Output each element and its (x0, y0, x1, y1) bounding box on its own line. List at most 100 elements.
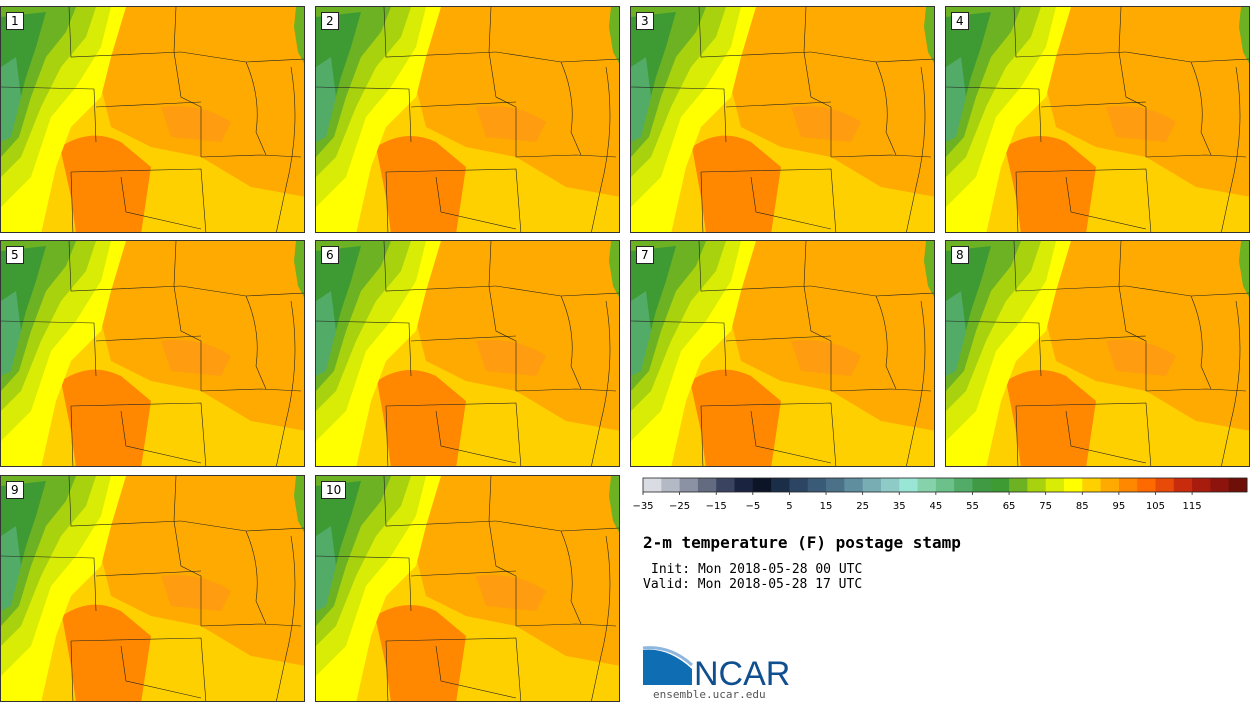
hot-core-region-2 (476, 340, 546, 376)
lake-green (1239, 7, 1249, 64)
colorbar-swatch (1045, 478, 1065, 492)
ensemble-member-panel: 5 (0, 240, 305, 467)
colorbar-tick-label: 105 (1146, 501, 1165, 512)
hot-core-region (376, 136, 466, 232)
colorbar-swatch (679, 478, 699, 492)
ensemble-member-panel: 9 (0, 475, 305, 702)
orange-region (416, 241, 619, 431)
mountain-teal (316, 291, 336, 376)
hot-core-region-2 (476, 575, 546, 611)
lake-green (294, 241, 304, 298)
colorbar-swatch (771, 478, 790, 492)
colorbar-tick-label: 75 (1039, 501, 1052, 512)
state-borders (1, 241, 304, 466)
colorbar-swatch (1228, 478, 1248, 492)
member-label: 5 (6, 246, 24, 264)
colorbar-swatch (972, 478, 992, 492)
valid-time: Valid: Mon 2018-05-28 17 UTC (643, 577, 863, 592)
state-borders (631, 241, 934, 466)
lake-green (294, 7, 304, 64)
hot-core-region-2 (791, 106, 861, 142)
orange-region (1046, 7, 1249, 197)
colorbar-swatch (789, 478, 809, 492)
colorbar-swatch (1027, 478, 1047, 492)
ensemble-member-panel: 2 (315, 6, 620, 233)
colorbar-swatch (1082, 478, 1102, 492)
hot-core-region (377, 370, 466, 466)
ensemble-member-panel: 10 (315, 475, 620, 702)
member-label: 7 (636, 246, 654, 264)
hot-core-region (1006, 370, 1096, 466)
orange-region (1046, 241, 1249, 431)
colorbar-swatch (1063, 478, 1083, 492)
mountain-teal (946, 57, 966, 142)
colorbar-tick-label: 35 (893, 501, 906, 512)
state-borders (1, 476, 304, 701)
hot-core-region-2 (791, 340, 861, 376)
ncar-logo: NCAR (642, 646, 790, 689)
colorbar-swatch (844, 478, 864, 492)
temperature-map (316, 241, 619, 466)
state-borders (316, 241, 619, 466)
hot-core-region (1005, 136, 1096, 232)
colorbar-tick-label: 5 (786, 501, 792, 512)
colorbar-tick-label: 95 (1113, 501, 1126, 512)
mountain-teal (1, 57, 21, 142)
temperature-map (316, 7, 619, 232)
hot-core-region-2 (1106, 106, 1176, 142)
colorbar-swatch (643, 478, 662, 492)
state-borders (631, 7, 934, 232)
colorbar-swatch (1009, 478, 1028, 492)
lake-green (609, 476, 619, 533)
colorbar-tick-label: −35 (632, 501, 653, 512)
colorbar-swatch (661, 478, 681, 492)
hot-core-region (375, 605, 466, 701)
colorbar-swatch (1192, 478, 1211, 492)
mountain-teal (1, 291, 21, 376)
hot-core-region (61, 369, 151, 466)
temperature-map (1, 476, 304, 701)
member-label: 4 (951, 12, 969, 30)
colorbar-tick-label: 85 (1076, 501, 1089, 512)
colorbar-swatch (862, 478, 882, 492)
hot-core-region (62, 604, 151, 701)
lake-green (609, 241, 619, 298)
colorbar-swatch (1137, 478, 1156, 492)
lake-green (294, 476, 304, 533)
hot-core-region-2 (161, 106, 231, 142)
state-borders (316, 7, 619, 232)
ncar-logo-text: NCAR (694, 655, 790, 689)
ensemble-member-panel: 8 (945, 240, 1250, 467)
mountain-teal (631, 291, 651, 376)
colorbar-swatch (1100, 478, 1120, 492)
lake-green (924, 241, 934, 298)
ensemble-member-panel: 4 (945, 6, 1250, 233)
ensemble-member-panel: 7 (630, 240, 935, 467)
figure-title: 2-m temperature (F) postage stamp (643, 533, 961, 552)
hot-core-region-2 (1106, 340, 1176, 376)
init-time: Init: Mon 2018-05-28 00 UTC (651, 562, 863, 577)
state-borders (1, 7, 304, 232)
member-label: 1 (6, 12, 24, 30)
colorbar-swatch (826, 478, 845, 492)
mountain-teal (316, 57, 336, 142)
colorbar-tick-label: 25 (856, 501, 869, 512)
temperature-map (946, 7, 1249, 232)
colorbar-swatch (752, 478, 772, 492)
colorbar-swatch (807, 478, 827, 492)
temperature-map (1, 7, 304, 232)
colorbar-swatch (935, 478, 955, 492)
member-label: 3 (636, 12, 654, 30)
hot-core-region-2 (476, 106, 546, 142)
orange-region (101, 7, 304, 197)
temperature-map (631, 7, 934, 232)
hot-core-region (60, 135, 151, 232)
colorbar-swatch (716, 478, 736, 492)
colorbar-swatch (1155, 478, 1175, 492)
lake-green (609, 7, 619, 64)
colorbar-swatch (917, 478, 937, 492)
colorbar-swatch (954, 478, 973, 492)
ensemble-member-panel: 6 (315, 240, 620, 467)
hot-core-region-2 (161, 340, 231, 376)
logo-url: ensemble.ucar.edu (653, 688, 766, 701)
